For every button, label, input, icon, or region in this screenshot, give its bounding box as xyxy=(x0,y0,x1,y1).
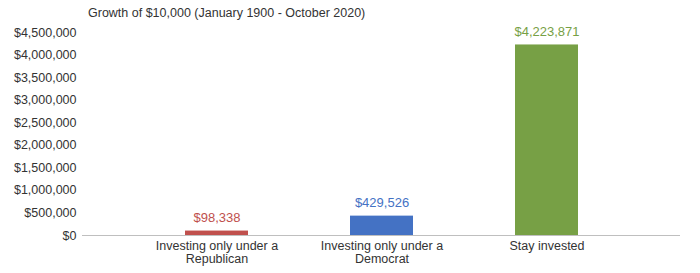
svg-text:$1,000,000: $1,000,000 xyxy=(14,183,77,197)
svg-text:$4,500,000: $4,500,000 xyxy=(14,26,77,40)
svg-text:$4,000,000: $4,000,000 xyxy=(14,48,77,62)
svg-text:$429,526: $429,526 xyxy=(355,195,409,210)
svg-text:Stay invested: Stay invested xyxy=(509,239,584,253)
html-text:Growth of $10,000 (January 190: Growth of $10,000 (January 1900 - Octobe… xyxy=(88,6,366,20)
svg-text:$2,000,000: $2,000,000 xyxy=(14,138,77,152)
svg-text:$0: $0 xyxy=(63,229,77,243)
svg-text:$3,000,000: $3,000,000 xyxy=(14,93,77,107)
svg-text:Investing only under aDemocrat: Investing only under aDemocrat xyxy=(321,239,443,266)
svg-text:$3,500,000: $3,500,000 xyxy=(14,71,77,85)
svg-text:$4,223,871: $4,223,871 xyxy=(514,24,579,39)
svg-text:Investing only under aRepublic: Investing only under aRepublican xyxy=(156,239,278,266)
svg-text:$98,338: $98,338 xyxy=(194,210,241,225)
svg-text:$1,500,000: $1,500,000 xyxy=(14,161,77,175)
svg-text:$500,000: $500,000 xyxy=(24,206,76,220)
svg-text:$2,500,000: $2,500,000 xyxy=(14,116,77,130)
